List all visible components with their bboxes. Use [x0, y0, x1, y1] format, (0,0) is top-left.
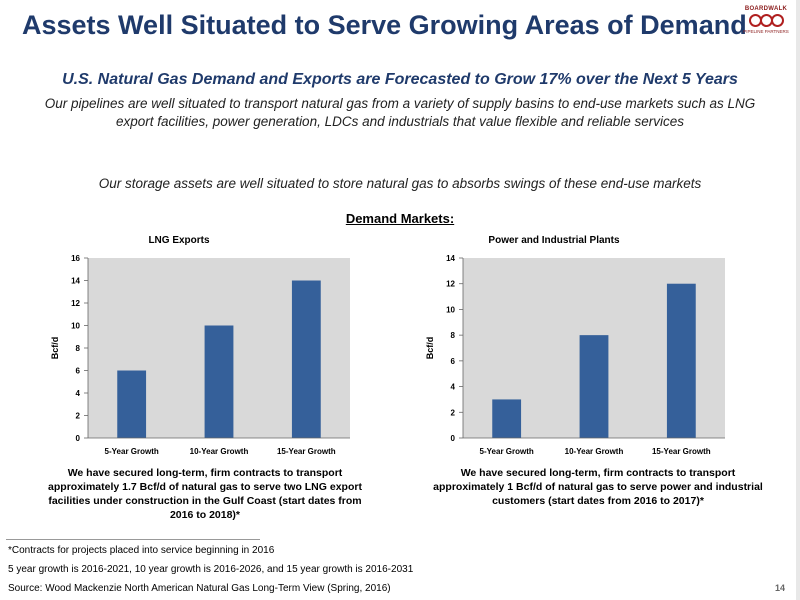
y-tick-label: 4 — [451, 383, 456, 392]
y-tick-label: 10 — [446, 305, 455, 314]
chart-svg: LNG Exports 0 2 4 6 8 10 12 14 16 Bcf/d 5-Year Grow… — [50, 235, 350, 456]
right-edge-bar — [796, 0, 800, 600]
chart-title: Power and Industrial Plants — [488, 235, 620, 246]
y-tick-label: 0 — [451, 434, 456, 443]
y-tick-label: 4 — [76, 389, 81, 398]
y-tick-label: 6 — [451, 357, 456, 366]
bar — [291, 280, 321, 438]
y-tick-label: 12 — [446, 280, 455, 289]
y-tick-label: 16 — [71, 254, 80, 263]
y-tick-label: 10 — [71, 322, 80, 331]
logo-rings-icon — [738, 14, 794, 27]
x-tick-label: 15-Year Growth — [277, 447, 336, 456]
y-axis-label: Bcf/d — [425, 337, 435, 360]
power-caption: We have secured long-term, firm contract… — [433, 467, 763, 507]
logo-top-text: BOARDWALK — [744, 6, 788, 12]
subtitle: U.S. Natural Gas Demand and Exports are … — [62, 71, 738, 88]
page-number: 14 — [775, 583, 786, 593]
y-tick-label: 2 — [451, 408, 456, 417]
bar — [579, 335, 609, 438]
chart-svg: Power and Industrial Plants 0 2 4 6 8 10 12 14 Bc… — [425, 235, 725, 456]
pipelines-paragraph: Our pipelines are well situated to trans… — [44, 96, 756, 129]
y-tick-label: 8 — [451, 331, 456, 340]
y-tick-label: 0 — [76, 434, 81, 443]
y-tick-label: 2 — [76, 412, 81, 421]
page-title: Assets Well Situated to Serve Growing Ar… — [22, 10, 747, 40]
lng-exports-chart: LNG Exports 0 2 4 6 8 10 12 14 16 Bcf/d 5-Year Grow… — [30, 228, 370, 460]
lng-caption: We have secured long-term, firm contract… — [48, 467, 362, 521]
demand-markets-heading: Demand Markets: — [345, 211, 455, 226]
y-axis-label: Bcf/d — [50, 337, 60, 360]
company-logo: BOARDWALK PIPELINE PARTNERS — [738, 6, 794, 34]
y-tick-label: 12 — [71, 299, 80, 308]
bar — [492, 399, 522, 438]
footnote-contracts: *Contracts for projects placed into serv… — [8, 545, 275, 556]
chart-title: LNG Exports — [148, 235, 210, 246]
storage-paragraph: Our storage assets are well situated to … — [98, 176, 702, 191]
x-tick-label: 5-Year Growth — [480, 447, 534, 456]
x-tick-label: 10-Year Growth — [565, 447, 624, 456]
x-tick-label: 10-Year Growth — [190, 447, 249, 456]
logo-bottom-text: PIPELINE PARTNERS — [743, 29, 789, 34]
y-tick-label: 6 — [76, 367, 81, 376]
bar — [117, 370, 147, 438]
footnote-divider — [6, 539, 260, 540]
bar — [666, 283, 696, 438]
y-tick-label: 14 — [446, 254, 455, 263]
y-tick-label: 8 — [76, 344, 81, 353]
bar — [204, 325, 234, 438]
footnote-growth-periods: 5 year growth is 2016-2021, 10 year grow… — [8, 564, 414, 575]
x-tick-label: 5-Year Growth — [105, 447, 159, 456]
x-tick-label: 15-Year Growth — [652, 447, 711, 456]
y-tick-label: 14 — [71, 277, 80, 286]
power-industrial-chart: Power and Industrial Plants 0 2 4 6 8 10 12 14 Bc… — [405, 228, 745, 460]
source-note: Source: Wood Mackenzie North American Na… — [8, 583, 391, 594]
